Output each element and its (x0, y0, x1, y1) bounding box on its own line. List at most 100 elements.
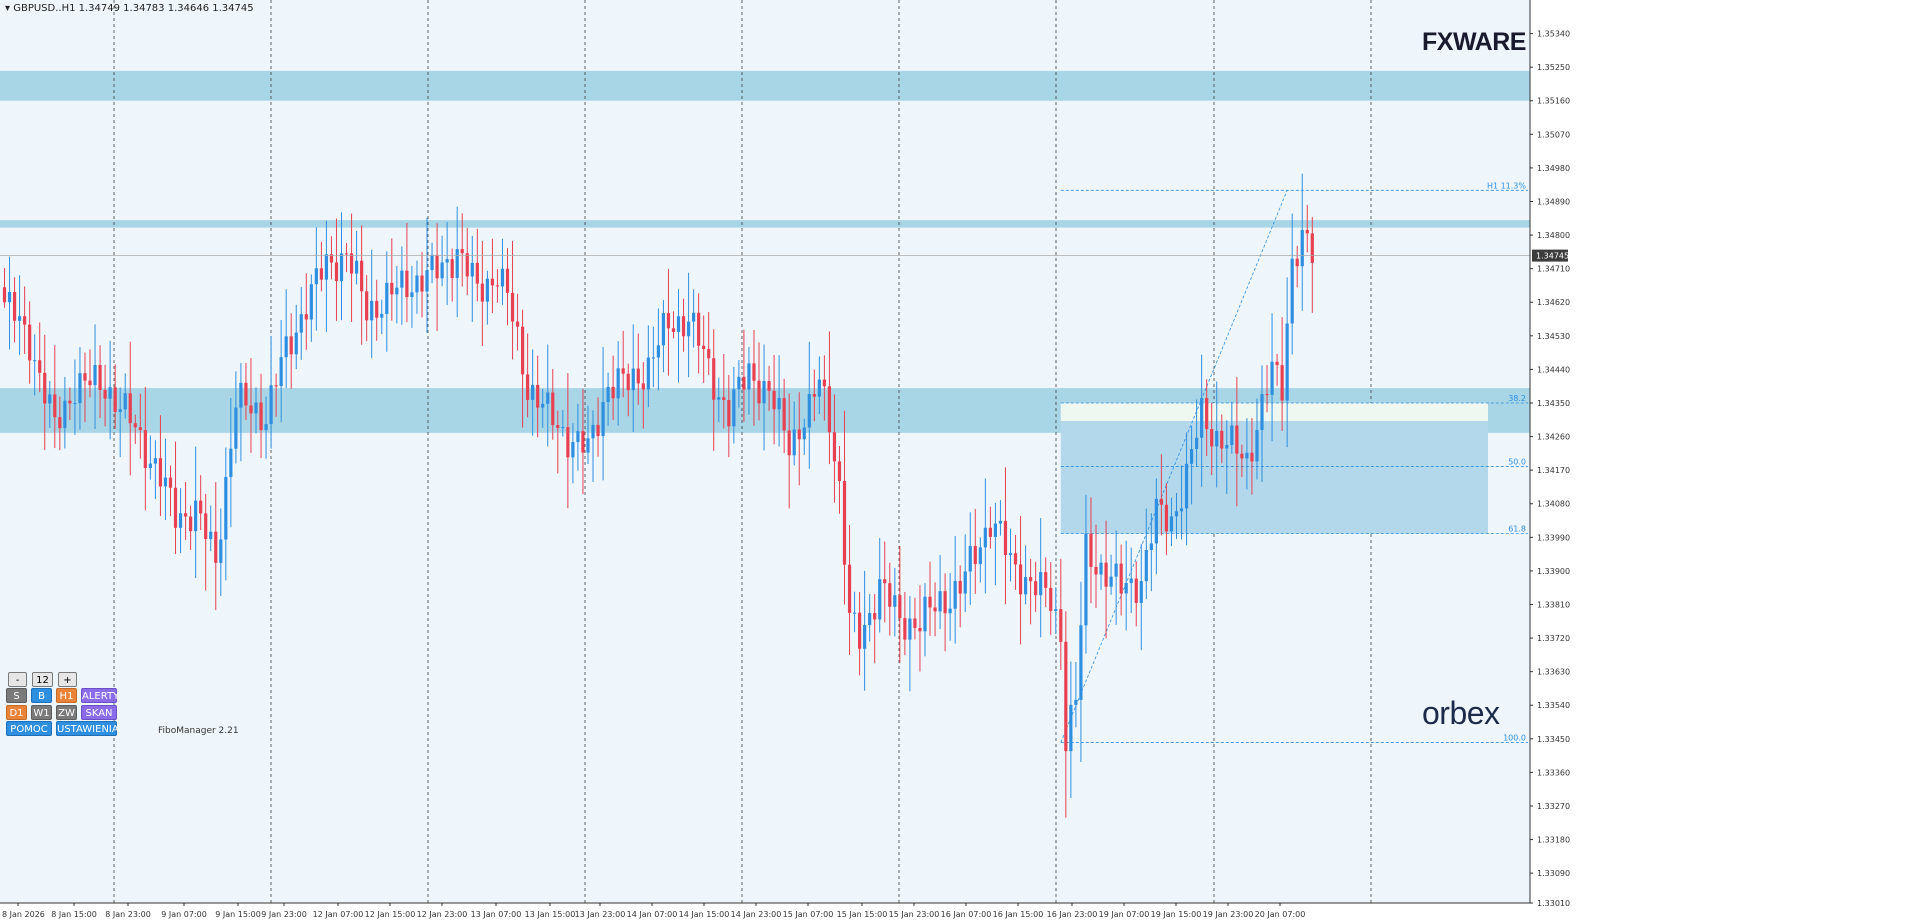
chart-menu-icon[interactable]: ▾ (5, 3, 11, 14)
candle (279, 319, 283, 423)
candle (782, 378, 786, 454)
decrease-size-button[interactable]: - (8, 672, 27, 687)
candle (858, 592, 862, 676)
candle (360, 225, 364, 345)
candle (1074, 661, 1078, 728)
candle (460, 213, 464, 287)
candle (415, 260, 419, 314)
timeframe-h1-button[interactable]: H1 (56, 688, 77, 703)
candle (842, 410, 847, 605)
fibonacci-retracement[interactable]: H1 11.3% 38.2 50.0 61.8 100.0 (1060, 181, 1528, 743)
settings-button[interactable]: USTAWIENIA (56, 721, 119, 736)
candle (1210, 402, 1214, 476)
candle (1089, 497, 1093, 604)
candle (1003, 467, 1008, 605)
candle (898, 545, 902, 664)
candle (923, 583, 927, 657)
candle (1039, 518, 1043, 638)
timeframe-w1-button[interactable]: W1 (31, 705, 52, 720)
scan-button[interactable]: SKAN (81, 705, 117, 720)
candle (692, 289, 696, 348)
candle (380, 299, 384, 335)
fib-zone (1060, 402, 1488, 534)
x-tick-label: 8 Jan 2026 (2, 910, 45, 919)
candle (531, 349, 535, 436)
candle (299, 287, 303, 360)
fib-level-label-2: 50.0 (1508, 457, 1526, 466)
candle (234, 371, 238, 464)
candle (520, 309, 525, 428)
candle (259, 373, 263, 459)
candle (289, 313, 293, 389)
candle (385, 251, 389, 352)
sell-button[interactable]: S (6, 688, 27, 703)
y-tick-label: 1.33990 (1537, 533, 1570, 542)
candle (148, 435, 152, 480)
candle (526, 333, 530, 418)
candle (958, 565, 962, 628)
candle (1235, 376, 1239, 507)
candle (566, 373, 570, 509)
increase-size-button[interactable]: + (58, 672, 77, 687)
x-tick-label: 8 Jan 15:00 (51, 910, 97, 919)
candle (490, 238, 495, 314)
help-button[interactable]: POMOC (6, 721, 52, 736)
candle (1159, 454, 1163, 536)
candle (1215, 381, 1219, 488)
y-tick-label: 1.33450 (1537, 735, 1570, 744)
candle (1184, 432, 1189, 546)
candle (1154, 478, 1158, 575)
candle (827, 331, 832, 465)
candle (1290, 213, 1294, 355)
candle (596, 397, 600, 457)
candle (983, 478, 987, 594)
close-button[interactable]: ZW (56, 705, 77, 720)
y-tick-label: 1.35340 (1537, 30, 1570, 39)
candle (12, 277, 17, 343)
candle (631, 324, 635, 432)
x-tick-label: 14 Jan 15:00 (679, 910, 730, 919)
fib-trend-line[interactable] (1060, 190, 1288, 743)
candle (88, 349, 92, 398)
candle (868, 594, 872, 642)
candle (832, 394, 837, 503)
x-tick-label: 12 Jan 23:00 (417, 910, 468, 919)
time-axis-labels: 8 Jan 2026 8 Jan 15:00 8 Jan 23:00 9 Jan 07… (2, 903, 1305, 919)
candle (661, 299, 666, 373)
fib-level-label-3: 61.8 (1508, 525, 1526, 534)
candle (1205, 379, 1209, 457)
candle (440, 235, 444, 287)
y-tick-label: 1.33270 (1537, 802, 1570, 811)
candle (495, 269, 500, 303)
candle (173, 441, 178, 555)
candle (229, 397, 233, 528)
vertical-grid (113, 0, 1372, 903)
candle (1174, 492, 1179, 539)
candle (1305, 204, 1309, 253)
candle (948, 573, 952, 641)
alerts-button[interactable]: ALERTY (81, 688, 119, 703)
candle (420, 251, 424, 318)
x-tick-label: 16 Jan 23:00 (1047, 910, 1098, 919)
timeframe-d1-button[interactable]: D1 (6, 705, 27, 720)
y-tick-label: 1.33180 (1537, 836, 1570, 845)
candle (591, 410, 595, 482)
y-tick-label: 1.33900 (1537, 567, 1570, 576)
x-tick-label: 13 Jan 07:00 (471, 910, 522, 919)
candle (686, 272, 691, 378)
y-tick-label: 1.34170 (1537, 466, 1570, 475)
buy-button[interactable]: B (31, 688, 52, 703)
candle (702, 315, 706, 384)
candle (681, 298, 686, 352)
x-tick-label: 16 Jan 07:00 (941, 910, 992, 919)
candle (294, 304, 298, 370)
candle (747, 346, 751, 415)
candle (1119, 544, 1123, 616)
candle (1149, 513, 1153, 592)
candle (1023, 545, 1028, 605)
candle (1270, 313, 1274, 442)
candle (1084, 494, 1088, 654)
size-value-field[interactable]: 12 (32, 672, 53, 687)
candle (656, 308, 660, 391)
